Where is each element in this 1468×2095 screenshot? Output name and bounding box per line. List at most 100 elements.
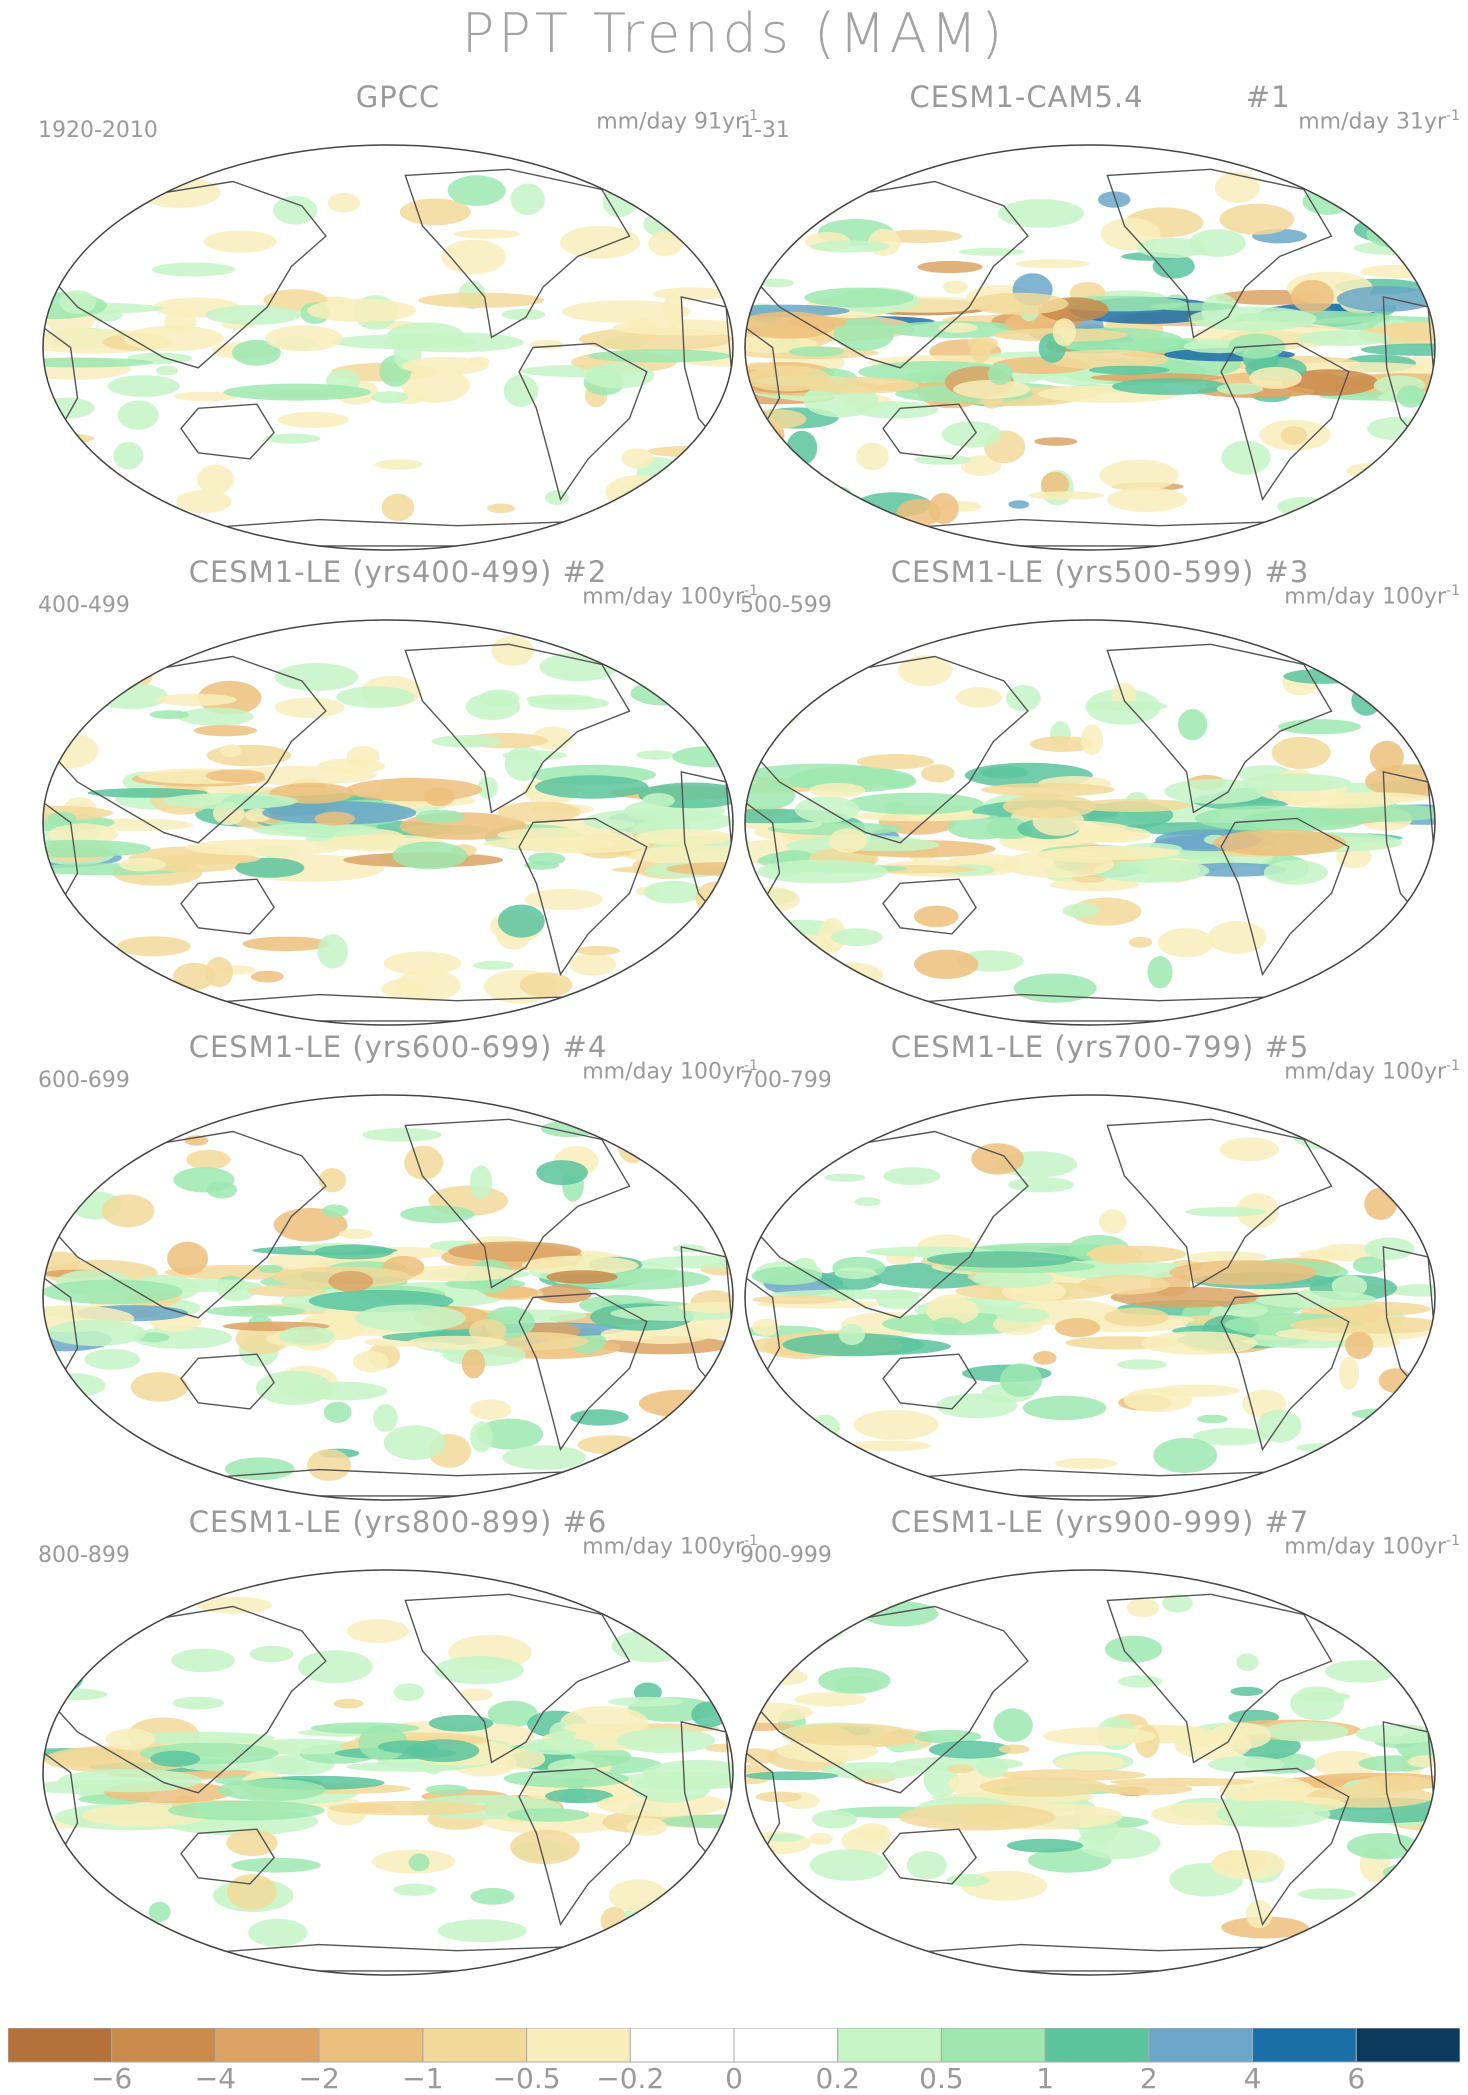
trend-contour bbox=[898, 1803, 1056, 1831]
trend-contour bbox=[745, 887, 800, 912]
trend-contour bbox=[43, 1373, 106, 1398]
trend-contour bbox=[1294, 1691, 1351, 1702]
trend-contour bbox=[130, 1372, 188, 1402]
trend-contour bbox=[404, 1145, 444, 1180]
trend-contour bbox=[249, 1645, 294, 1663]
trend-contour bbox=[801, 989, 876, 998]
trend-contour bbox=[1208, 1756, 1285, 1773]
trend-contour bbox=[855, 1823, 890, 1842]
trend-contour bbox=[235, 857, 305, 878]
trend-contour bbox=[43, 1118, 102, 1149]
units-exponent: -1 bbox=[1446, 1533, 1460, 1549]
trend-contour bbox=[561, 300, 691, 323]
trend-contour bbox=[705, 1743, 733, 1753]
trend-contour bbox=[186, 1149, 231, 1170]
panel-years: 900-999 bbox=[740, 1543, 832, 1568]
units-exponent: -1 bbox=[1446, 583, 1460, 599]
trend-contour bbox=[1062, 903, 1100, 918]
trend-contour bbox=[853, 1409, 939, 1440]
trend-contour bbox=[1022, 1395, 1107, 1421]
trend-contour bbox=[650, 491, 733, 519]
trend-contour bbox=[1208, 1722, 1272, 1750]
coastline bbox=[180, 403, 275, 460]
trend-contour bbox=[119, 858, 166, 872]
trend-contour bbox=[1369, 740, 1404, 774]
trend-contour bbox=[510, 183, 545, 216]
trend-contour bbox=[701, 1165, 733, 1174]
coastline bbox=[404, 1118, 631, 1289]
trend-contour bbox=[116, 1917, 147, 1938]
trend-contour bbox=[1352, 1256, 1386, 1274]
trend-contour bbox=[392, 841, 468, 870]
world-map bbox=[744, 619, 1436, 1026]
colorbar-swatch bbox=[318, 2028, 424, 2063]
panel-years: 1920-2010 bbox=[38, 118, 158, 143]
panel-units: mm/day 91yr-1 bbox=[596, 108, 758, 134]
trend-contour bbox=[167, 1800, 325, 1821]
precip-field bbox=[43, 163, 733, 521]
trend-contour bbox=[1314, 1750, 1379, 1778]
trend-contour bbox=[1242, 809, 1366, 832]
trend-contour bbox=[162, 793, 298, 810]
trend-contour bbox=[400, 1205, 475, 1224]
trend-contour bbox=[415, 809, 466, 823]
trend-contour bbox=[205, 769, 265, 782]
trend-contour bbox=[1280, 426, 1308, 445]
trend-contour bbox=[575, 946, 620, 956]
trend-contour bbox=[1029, 736, 1095, 752]
trend-contour bbox=[1049, 878, 1140, 892]
trend-contour bbox=[476, 1418, 544, 1450]
panel-units: mm/day 100yr-1 bbox=[1284, 1058, 1460, 1084]
trend-contour bbox=[1285, 796, 1397, 809]
panel-units: mm/day 100yr-1 bbox=[582, 583, 758, 609]
trend-contour bbox=[43, 433, 95, 444]
trend-contour bbox=[809, 1832, 833, 1845]
trend-contour bbox=[118, 1731, 275, 1744]
trend-contour bbox=[981, 783, 1115, 797]
trend-contour bbox=[898, 655, 953, 687]
trend-contour bbox=[84, 1349, 141, 1370]
trend-contour bbox=[583, 362, 655, 389]
trend-contour bbox=[618, 1128, 648, 1164]
trend-contour bbox=[745, 1771, 839, 1781]
trend-contour bbox=[491, 635, 535, 666]
trend-contour bbox=[1188, 306, 1317, 332]
trend-contour bbox=[1325, 1660, 1397, 1683]
trend-contour bbox=[97, 1589, 149, 1616]
trend-contour bbox=[1263, 1721, 1349, 1742]
trend-contour bbox=[232, 339, 281, 366]
trend-contour bbox=[1015, 259, 1090, 269]
trend-contour bbox=[617, 1728, 716, 1754]
trend-contour bbox=[1296, 330, 1390, 346]
coastline bbox=[49, 1605, 327, 1794]
precip-field bbox=[745, 1594, 1435, 1939]
trend-contour bbox=[1034, 437, 1078, 446]
trend-contour bbox=[642, 1255, 733, 1269]
trend-contour bbox=[642, 793, 675, 808]
trend-contour bbox=[745, 255, 768, 282]
trend-contour bbox=[1208, 921, 1267, 954]
trend-contour bbox=[846, 792, 984, 815]
trend-contour bbox=[987, 362, 1013, 385]
trend-contour bbox=[43, 691, 100, 719]
trend-contour bbox=[1042, 1727, 1157, 1746]
trend-contour bbox=[926, 1297, 980, 1325]
trend-contour bbox=[854, 1197, 881, 1207]
units-exponent: -1 bbox=[744, 1058, 758, 1074]
trend-contour bbox=[1353, 216, 1426, 243]
trend-contour bbox=[1197, 1414, 1228, 1424]
trend-contour bbox=[346, 778, 483, 802]
panel-years: 700-799 bbox=[740, 1068, 832, 1093]
trend-contour bbox=[621, 448, 653, 469]
trend-contour bbox=[914, 1729, 982, 1744]
units-exponent: -1 bbox=[744, 1533, 758, 1549]
trend-contour bbox=[535, 775, 649, 799]
trend-contour bbox=[781, 1723, 914, 1746]
coastline bbox=[43, 1750, 79, 1855]
trend-contour bbox=[1099, 1209, 1127, 1234]
trend-contour bbox=[1054, 1457, 1118, 1470]
trend-contour bbox=[117, 936, 191, 957]
trend-contour bbox=[461, 1349, 486, 1379]
colorbar-label: −0.5 bbox=[492, 2062, 561, 2095]
trend-contour bbox=[48, 823, 118, 846]
